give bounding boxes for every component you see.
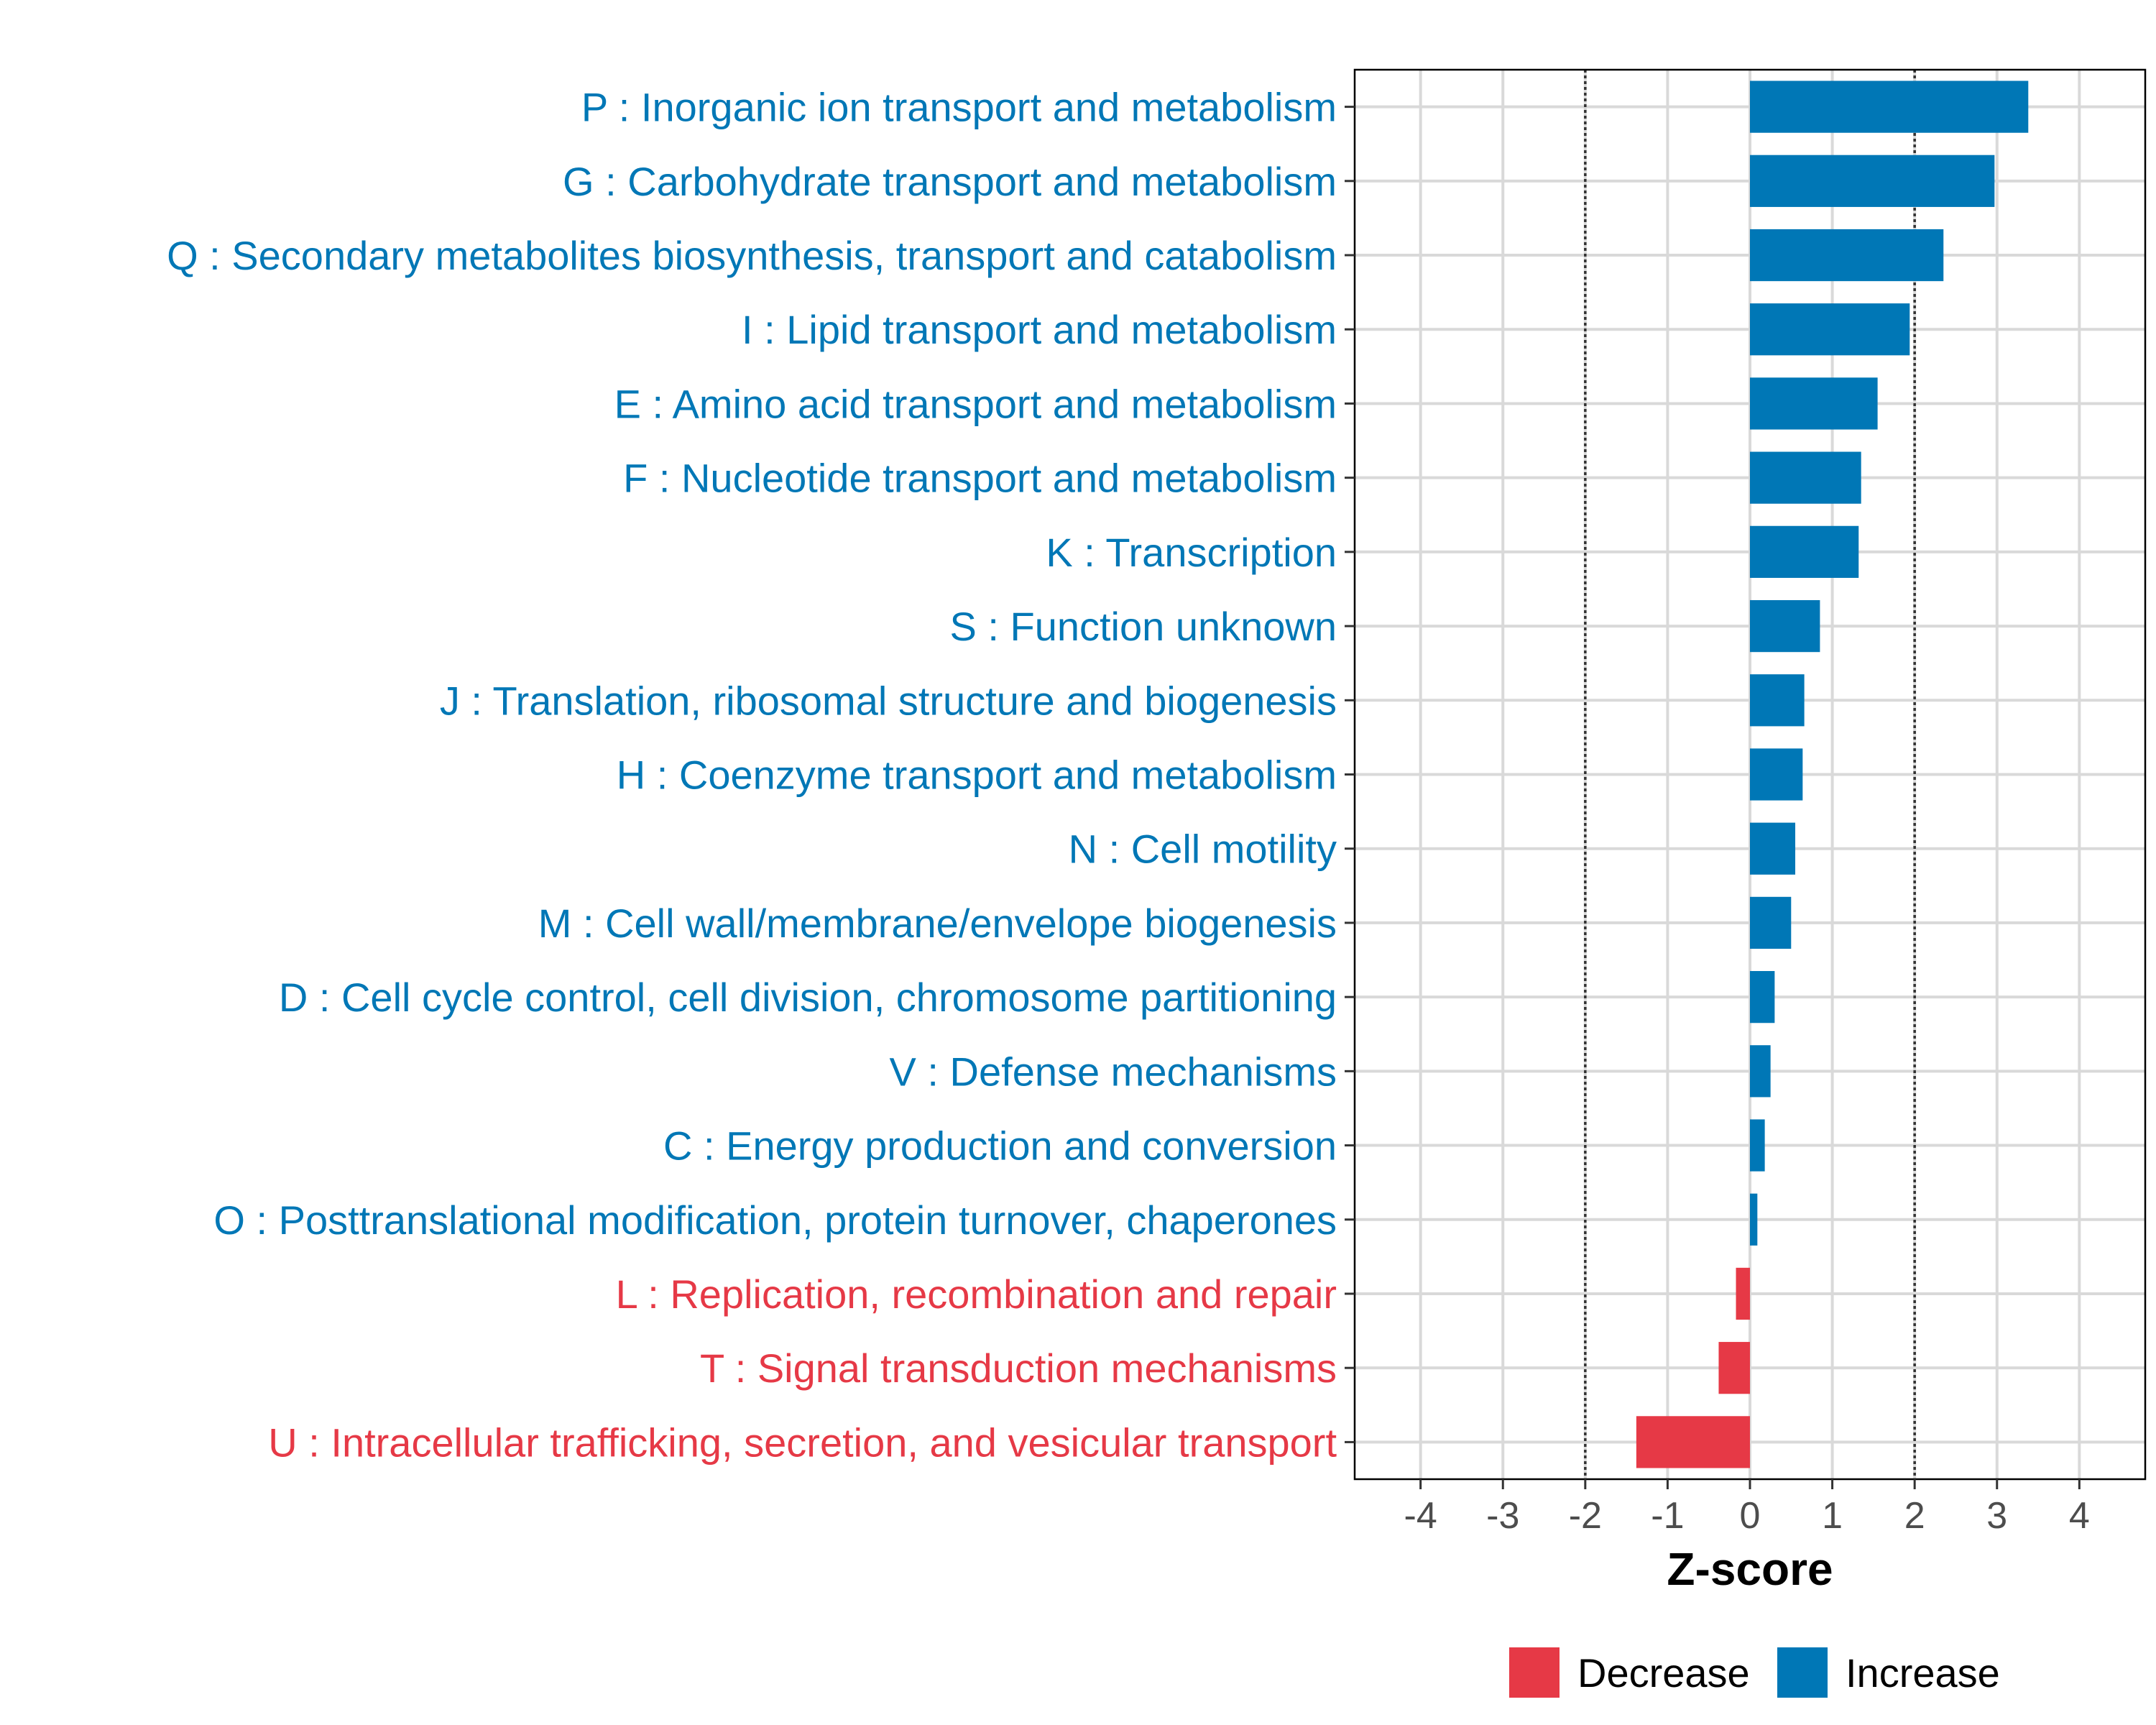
bar-1 — [1750, 155, 1995, 207]
category-label-4: E : Amino acid transport and metabolism — [614, 381, 1337, 426]
x-tick-label-2: -2 — [1569, 1495, 1602, 1537]
category-label-1: G : Carbohydrate transport and metabolis… — [563, 159, 1337, 204]
category-label-10: N : Cell motility — [1069, 827, 1337, 872]
category-label-0: P : Inorganic ion transport and metaboli… — [581, 85, 1337, 130]
category-label-11: M : Cell wall/membrane/envelope biogenes… — [538, 901, 1337, 946]
category-label-2: Q : Secondary metabolites biosynthesis, … — [167, 233, 1337, 278]
category-label-7: S : Function unknown — [949, 604, 1337, 649]
legend-label-decrease: Decrease — [1577, 1650, 1750, 1696]
category-label-6: K : Transcription — [1046, 530, 1337, 575]
category-label-9: H : Coenzyme transport and metabolism — [617, 753, 1337, 798]
bar-4 — [1750, 377, 1878, 430]
category-label-12: D : Cell cycle control, cell division, c… — [279, 975, 1337, 1020]
category-label-15: O : Posttranslational modification, prot… — [213, 1197, 1337, 1243]
y-axis-ticks — [1345, 106, 1355, 1443]
x-axis-tick-labels: -4 -3 -2 -1 0 1 2 3 4 — [1404, 1495, 2090, 1537]
category-label-5: F : Nucleotide transport and metabolism — [623, 456, 1337, 501]
reference-lines — [1584, 70, 1916, 1479]
category-label-3: I : Lipid transport and metabolism — [742, 307, 1337, 352]
category-label-18: U : Intracellular trafficking, secretion… — [268, 1420, 1337, 1465]
bar-0 — [1750, 80, 2029, 133]
x-tick-label-0: -4 — [1404, 1495, 1437, 1537]
bar-15 — [1750, 1193, 1758, 1246]
bar-7 — [1750, 599, 1820, 653]
category-label-17: T : Signal transduction mechanisms — [700, 1346, 1337, 1391]
bar-17 — [1718, 1342, 1750, 1394]
bar-16 — [1736, 1267, 1750, 1320]
legend-label-increase: Increase — [1846, 1650, 2000, 1696]
x-tick-label-4: 0 — [1740, 1495, 1761, 1537]
bars — [1636, 80, 2029, 1468]
legend-swatch-decrease — [1509, 1647, 1560, 1698]
x-tick-label-8: 4 — [2069, 1495, 2090, 1537]
bar-12 — [1750, 971, 1775, 1024]
category-label-8: J : Translation, ribosomal structure and… — [440, 678, 1337, 723]
x-axis-title: Z-score — [1667, 1543, 1833, 1595]
bar-3 — [1750, 303, 1910, 356]
bar-18 — [1636, 1416, 1750, 1468]
category-label-14: C : Energy production and conversion — [663, 1123, 1337, 1169]
x-tick-label-5: 1 — [1822, 1495, 1843, 1537]
x-tick-label-7: 3 — [1986, 1495, 2007, 1537]
category-label-13: V : Defense mechanisms — [890, 1049, 1337, 1094]
category-label-16: L : Replication, recombination and repai… — [616, 1271, 1337, 1317]
bar-6 — [1750, 525, 1859, 578]
bar-9 — [1750, 748, 1803, 801]
legend: Decrease Increase — [1509, 1647, 2000, 1698]
legend-swatch-increase — [1777, 1647, 1828, 1698]
bar-8 — [1750, 674, 1805, 727]
bar-14 — [1750, 1119, 1765, 1172]
bar-2 — [1750, 229, 1944, 282]
bar-11 — [1750, 896, 1792, 949]
bar-10 — [1750, 822, 1796, 875]
bar-13 — [1750, 1045, 1771, 1098]
x-tick-label-1: -3 — [1486, 1495, 1519, 1537]
bar-5 — [1750, 451, 1861, 504]
y-axis-category-labels: P : Inorganic ion transport and metaboli… — [167, 85, 1337, 1466]
x-tick-label-3: -1 — [1651, 1495, 1684, 1537]
x-tick-label-6: 2 — [1904, 1495, 1925, 1537]
x-axis-ticks — [1419, 1479, 2081, 1489]
